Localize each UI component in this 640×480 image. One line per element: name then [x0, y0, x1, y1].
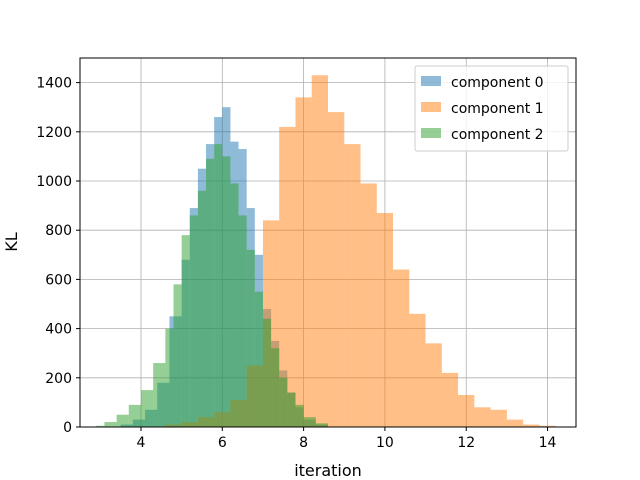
histogram-bar [140, 390, 154, 427]
histogram-bar [344, 144, 361, 427]
histogram-bar [165, 328, 174, 427]
series-2-bars [96, 144, 328, 428]
histogram-bar [441, 372, 459, 427]
y-tick-label: 1400 [36, 76, 72, 92]
histogram-bar [360, 183, 377, 427]
histogram-bar [271, 348, 280, 427]
histogram-bar [303, 417, 316, 427]
y-tick-label: 0 [63, 420, 72, 436]
legend-swatch [421, 128, 441, 138]
legend-swatch [421, 102, 441, 112]
x-axis-label: iteration [294, 461, 362, 480]
legend-label: component 1 [451, 101, 544, 117]
histogram-bar [230, 183, 239, 427]
x-tick-label: 12 [457, 435, 475, 451]
legend-label: component 0 [451, 75, 544, 91]
legend: component 0 component 1 component 2 [414, 65, 569, 152]
x-tick-label: 14 [539, 435, 557, 451]
y-axis-ticks: 0 200 400 600 800 1000 1200 1400 [36, 76, 80, 436]
histogram-bar [539, 425, 556, 427]
plot-frame [79, 57, 577, 428]
y-tick-label: 800 [45, 223, 72, 239]
y-tick-label: 200 [45, 371, 72, 387]
histogram-bar [376, 212, 394, 427]
x-tick-label: 10 [376, 435, 394, 451]
histogram-bar [181, 235, 190, 427]
histogram-bar [173, 284, 182, 427]
x-tick-label: 4 [137, 435, 146, 451]
histogram-bar [393, 269, 410, 427]
histogram-bar [295, 404, 304, 427]
legend-box [414, 65, 569, 152]
histogram-bar [128, 404, 141, 427]
histogram-bar [474, 407, 491, 427]
histogram-bar [506, 419, 524, 427]
y-tick-label: 1000 [36, 174, 72, 190]
histogram-bar [458, 395, 475, 427]
histogram-bar [246, 249, 255, 427]
histogram-bar [153, 363, 166, 427]
x-tick-label: 8 [299, 435, 308, 451]
histogram-bar [279, 377, 288, 427]
histogram-bar [523, 424, 540, 427]
legend-label: component 2 [451, 127, 544, 143]
x-axis-ticks: 4 6 8 10 12 14 [137, 427, 557, 451]
histogram-bar [262, 318, 272, 427]
legend-swatch [421, 76, 441, 86]
x-tick-label: 6 [218, 435, 227, 451]
histogram-bar [197, 190, 207, 427]
histogram-bar [214, 144, 223, 427]
histogram-bar [254, 291, 263, 427]
histogram-bar [409, 313, 426, 427]
y-tick-label: 1200 [36, 125, 72, 141]
histogram-bar [295, 97, 312, 428]
y-tick-label: 600 [45, 272, 72, 288]
histogram-bar [279, 126, 296, 427]
histogram-bar [189, 215, 198, 427]
histogram-bars [96, 75, 556, 428]
histogram-bar [328, 112, 345, 428]
y-tick-label: 400 [45, 322, 72, 338]
histogram-bar [206, 158, 215, 428]
histogram-bar [315, 423, 328, 427]
histogram-bar [238, 215, 247, 427]
y-axis-label: KL [2, 232, 21, 251]
histogram-bar [490, 409, 507, 427]
histogram-bar [104, 422, 117, 427]
histogram-bar [116, 414, 129, 427]
histogram-bar [425, 343, 442, 427]
histogram-bar [222, 156, 231, 427]
histogram-bar [311, 75, 328, 427]
histogram-bar [96, 425, 105, 427]
histogram-bar [287, 392, 296, 427]
